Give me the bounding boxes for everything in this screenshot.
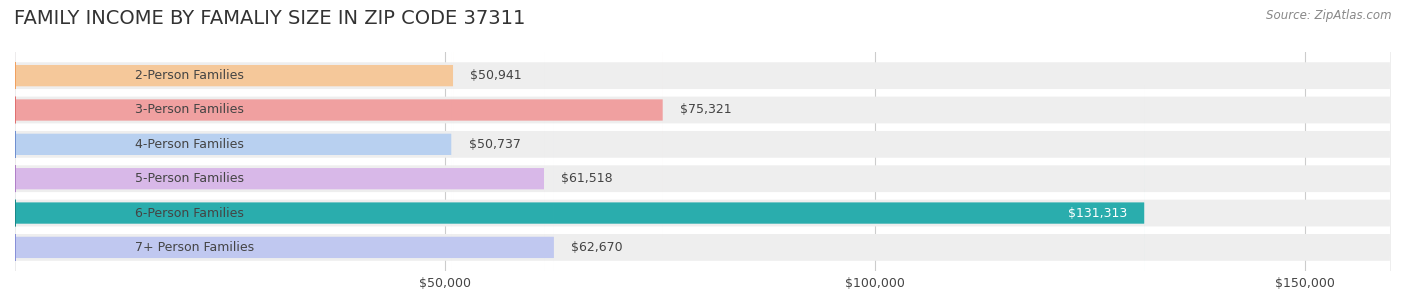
FancyBboxPatch shape — [15, 0, 662, 238]
Text: 3-Person Families: 3-Person Families — [135, 103, 245, 117]
FancyBboxPatch shape — [15, 85, 1144, 305]
Text: FAMILY INCOME BY FAMALIY SIZE IN ZIP CODE 37311: FAMILY INCOME BY FAMALIY SIZE IN ZIP COD… — [14, 9, 526, 28]
Text: 2-Person Families: 2-Person Families — [135, 69, 245, 82]
FancyBboxPatch shape — [15, 0, 453, 203]
FancyBboxPatch shape — [15, 0, 1391, 305]
FancyBboxPatch shape — [15, 0, 1391, 305]
Text: $131,313: $131,313 — [1067, 206, 1128, 220]
Text: Source: ZipAtlas.com: Source: ZipAtlas.com — [1267, 9, 1392, 22]
FancyBboxPatch shape — [15, 51, 544, 305]
FancyBboxPatch shape — [15, 0, 1391, 305]
FancyBboxPatch shape — [15, 0, 1391, 305]
Text: 6-Person Families: 6-Person Families — [135, 206, 245, 220]
Text: $50,941: $50,941 — [470, 69, 522, 82]
FancyBboxPatch shape — [15, 16, 451, 272]
Text: 7+ Person Families: 7+ Person Families — [135, 241, 254, 254]
FancyBboxPatch shape — [15, 120, 554, 305]
Text: $50,737: $50,737 — [468, 138, 520, 151]
Text: 5-Person Families: 5-Person Families — [135, 172, 245, 185]
FancyBboxPatch shape — [15, 0, 1391, 305]
FancyBboxPatch shape — [15, 0, 1391, 305]
Text: $75,321: $75,321 — [681, 103, 731, 117]
Text: 4-Person Families: 4-Person Families — [135, 138, 245, 151]
Text: $62,670: $62,670 — [571, 241, 623, 254]
Text: $61,518: $61,518 — [561, 172, 613, 185]
